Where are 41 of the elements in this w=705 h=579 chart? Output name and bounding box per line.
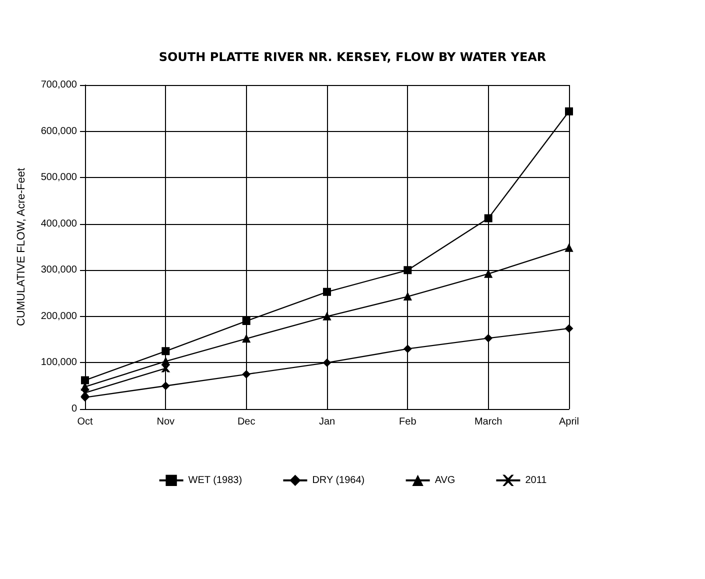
point (565, 324, 573, 332)
point (484, 334, 492, 342)
point (81, 376, 89, 384)
y-tick-label: 200,000 (40, 310, 78, 322)
y-tick-label: 300,000 (40, 264, 78, 276)
y-tick-label: 600,000 (40, 126, 78, 137)
point (162, 364, 170, 372)
point (162, 347, 170, 356)
point (484, 214, 492, 222)
x-tick-label: April (558, 416, 580, 428)
point (323, 312, 331, 320)
y-axis-title: CUMULATIVE FLOW, Acre-Feet (16, 168, 28, 326)
point (565, 107, 573, 116)
x-tick-label: Feb (399, 416, 417, 428)
x-tick-label: Oct (77, 416, 93, 428)
chart-title: SOUTH PLATTE RIVER NR. KERSEY, FLOW BY WATER YEAR (158, 50, 546, 64)
point (404, 266, 412, 274)
point (242, 370, 250, 378)
legend-label: AVG (434, 474, 456, 486)
point (565, 244, 573, 252)
point (81, 388, 89, 397)
point (162, 382, 170, 390)
y-tick-label: 0 (71, 404, 78, 414)
y-tick-label: 500,000 (40, 172, 78, 184)
point (404, 344, 412, 353)
point (404, 292, 412, 301)
point (323, 288, 331, 296)
x-tick-label: Dec (237, 416, 256, 428)
x-tick-label: Nov (156, 416, 175, 428)
point (242, 317, 250, 326)
legend-label: WET (1983) (188, 474, 242, 486)
point (323, 358, 331, 367)
x-tick-label: Jan (318, 416, 336, 428)
point (162, 357, 170, 366)
legend-label: 2011 (525, 474, 548, 486)
y-tick-label: 400,000 (40, 218, 78, 230)
y-tick-label: 700,000 (40, 80, 78, 90)
point (242, 334, 250, 343)
x-tick-label: March (474, 416, 502, 428)
y-tick-label: 100,000 (40, 357, 78, 368)
legend-label: DRY (1964) (312, 474, 365, 486)
